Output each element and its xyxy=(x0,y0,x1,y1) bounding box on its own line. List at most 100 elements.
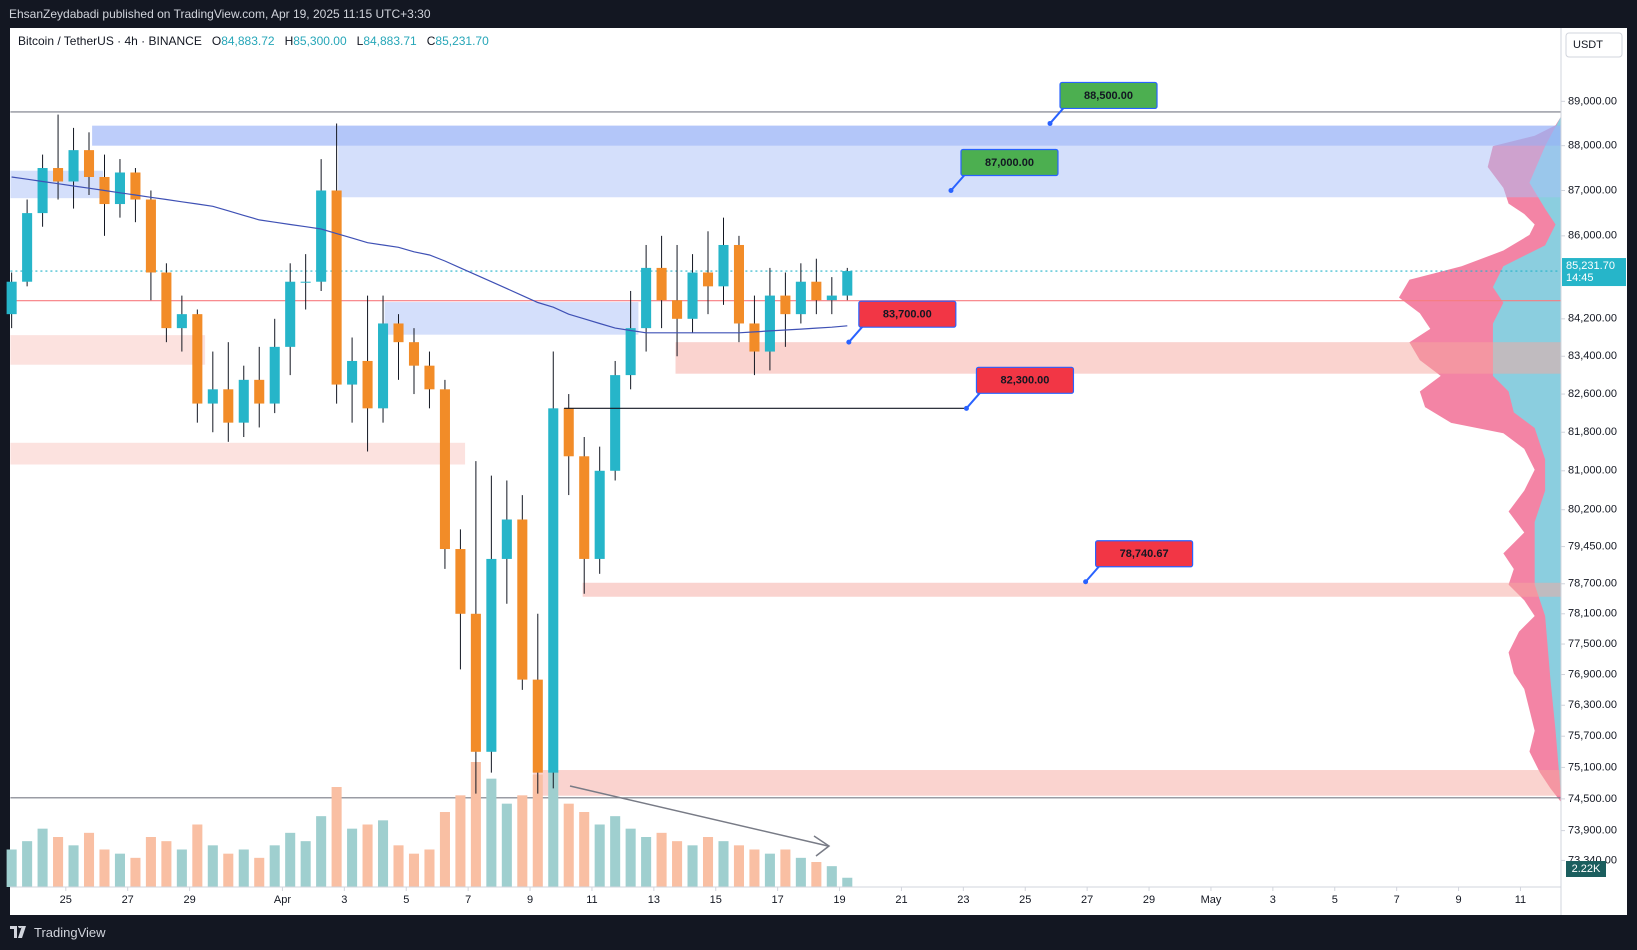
zone xyxy=(533,770,1561,796)
zone xyxy=(338,125,1561,198)
y-tick-label: 78,100.00 xyxy=(1568,608,1617,620)
candle-body xyxy=(579,456,590,559)
volume-bar xyxy=(378,820,389,887)
volume-bar xyxy=(238,849,249,887)
x-tick-label: 29 xyxy=(183,894,195,906)
y-tick-label: 83,400.00 xyxy=(1568,350,1617,362)
candle-body xyxy=(486,558,497,752)
x-tick-label: 5 xyxy=(1332,894,1338,906)
volume-bar xyxy=(316,816,327,887)
candle-body xyxy=(238,379,249,423)
x-tick-label: 9 xyxy=(527,894,533,906)
trend-arrow-head xyxy=(813,835,831,857)
volume-bar xyxy=(83,832,95,887)
annotation-box xyxy=(858,300,957,328)
volume-bar xyxy=(393,845,404,887)
y-tick-label: 88,000.00 xyxy=(1568,140,1617,152)
brand: TradingView xyxy=(34,925,106,940)
candle-body xyxy=(455,549,466,614)
volume-bar xyxy=(455,795,466,887)
candle-body xyxy=(826,295,837,301)
volume-bar xyxy=(548,770,559,887)
candle-body xyxy=(563,408,574,457)
volume-bar xyxy=(145,837,156,887)
volume-bar xyxy=(130,857,141,887)
countdown: 14:45 xyxy=(1566,272,1594,284)
volume-bar xyxy=(656,832,667,887)
legend-key: O xyxy=(211,34,222,48)
legend-value: 85,231.70 xyxy=(435,34,489,48)
volume-bar xyxy=(672,841,683,887)
y-tick-label: 82,600.00 xyxy=(1568,388,1617,400)
y-tick-label: 81,800.00 xyxy=(1568,426,1617,438)
candle-body xyxy=(517,519,528,680)
x-tick-label: 3 xyxy=(1270,894,1276,906)
price-tag-label: 85,231.70 xyxy=(1566,260,1615,272)
y-tick-label: 76,300.00 xyxy=(1568,699,1617,711)
currency-box[interactable] xyxy=(1565,32,1623,58)
volume-bar xyxy=(331,787,342,887)
volume-bar xyxy=(254,857,265,887)
legend-item: O84,883.72 xyxy=(212,34,275,48)
candle-body xyxy=(532,679,543,773)
volume-bar xyxy=(37,828,48,887)
volume-bar xyxy=(362,824,373,887)
x-tick-label: Apr xyxy=(274,894,291,906)
volume-tag xyxy=(1566,861,1606,877)
volume-bar xyxy=(53,837,64,887)
candle-body xyxy=(254,379,265,404)
candle-body xyxy=(811,281,822,301)
x-tick-label: 27 xyxy=(1081,894,1093,906)
legend-item: C85,231.70 xyxy=(427,34,489,48)
candle-body xyxy=(145,199,156,273)
volume-bar xyxy=(439,812,450,887)
candle-body xyxy=(285,281,296,347)
x-tick-label: 25 xyxy=(1019,894,1031,906)
annotation-point xyxy=(963,405,969,411)
annotation-point xyxy=(1083,579,1089,585)
currency: USDT xyxy=(1573,39,1603,51)
candle-body xyxy=(331,190,342,385)
candle-body xyxy=(610,375,621,471)
chart: 88,500.00 87,000.00 83,700.00 82,300.00 78,7… xyxy=(6,28,1627,915)
y-tick-label: 89,000.00 xyxy=(1568,95,1617,107)
volume-bar xyxy=(161,841,172,887)
annotation-label: 87,000.00 xyxy=(985,157,1034,169)
volume-bar xyxy=(842,877,853,887)
volume-bar xyxy=(811,862,822,887)
volume-bar xyxy=(114,853,125,887)
candle-body xyxy=(347,360,358,385)
legend-value: 85,300.00 xyxy=(293,34,347,48)
candle-body xyxy=(780,295,791,315)
volume-bar xyxy=(285,832,296,887)
volume-bar xyxy=(780,849,791,887)
y-tick-label: 78,700.00 xyxy=(1568,578,1617,590)
candle-body xyxy=(842,271,853,296)
volume-bar xyxy=(687,845,698,887)
candle-body xyxy=(641,267,652,329)
candle-body xyxy=(130,172,141,200)
zone xyxy=(675,342,1561,374)
candle-body xyxy=(176,314,187,329)
zone xyxy=(384,302,639,335)
legend-key: L xyxy=(356,34,364,48)
annotation-pointer xyxy=(950,173,966,192)
y-tick-label: 81,000.00 xyxy=(1568,465,1617,477)
symbol: Bitcoin / TetherUS · 4h · BINANCE xyxy=(18,34,202,48)
y-tick-label: 75,100.00 xyxy=(1568,761,1617,773)
volume-tag-label: 2.22K xyxy=(1572,863,1601,875)
x-tick-label: 3 xyxy=(341,894,347,906)
volume-bar xyxy=(68,845,79,887)
annotation-box xyxy=(975,366,1075,394)
annotation-label: 78,740.67 xyxy=(1120,548,1169,560)
candle-body xyxy=(501,519,512,559)
y-tick-label: 77,500.00 xyxy=(1568,638,1617,650)
annotation-label: 88,500.00 xyxy=(1084,90,1133,102)
volume-bar xyxy=(733,845,744,887)
x-tick-label: 23 xyxy=(957,894,969,906)
volume-bar xyxy=(424,849,435,887)
candle-body xyxy=(223,389,234,423)
header-bar: EhsanZeydabadi published on TradingView.… xyxy=(0,0,1637,28)
volume-bar xyxy=(22,841,33,887)
